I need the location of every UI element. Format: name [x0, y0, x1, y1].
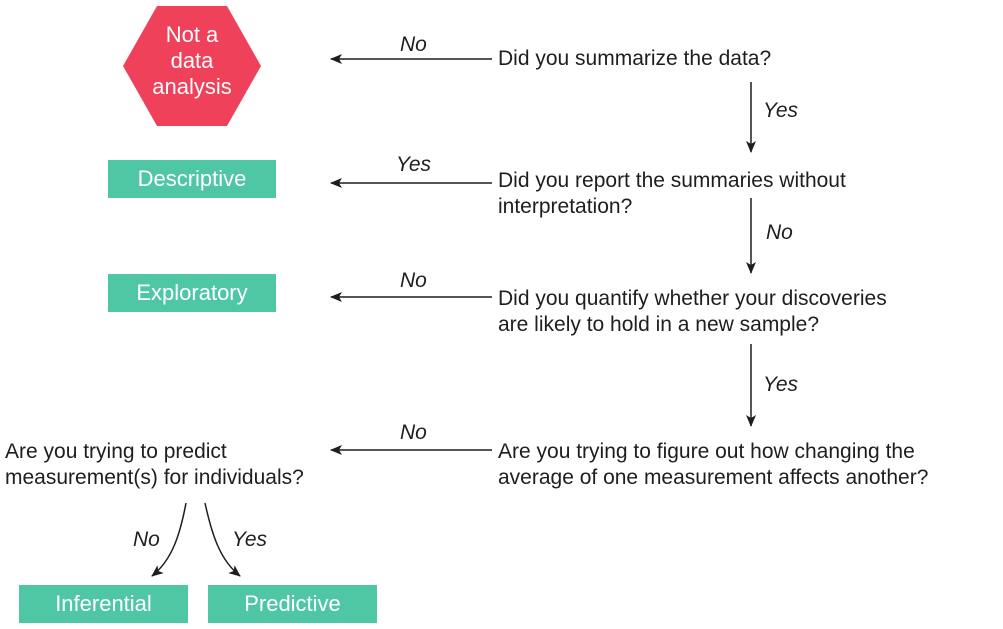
edge-label-q3-no: No	[400, 269, 427, 292]
arrow-q5-no	[151, 502, 187, 577]
edge-label-q1-no: No	[400, 33, 427, 56]
edge-label-q4-no: No	[400, 421, 427, 444]
question-predict-individuals: Are you trying to predict measurement(s)…	[5, 439, 304, 491]
question-summarize: Did you summarize the data?	[498, 46, 771, 72]
question-line: measurement(s) for individuals?	[5, 466, 304, 489]
question-line: are likely to hold in a new sample?	[498, 313, 820, 336]
not-data-analysis-label: Not a data analysis	[123, 22, 261, 100]
question-line: Did you summarize the data?	[498, 47, 772, 70]
edge-label-q2-yes: Yes	[396, 153, 432, 176]
question-line: Are you trying to predict	[5, 440, 227, 463]
edge-label-q1-yes: Yes	[763, 99, 799, 122]
question-line: Did you report the summaries without	[498, 169, 846, 192]
edge-label-q3-yes: Yes	[763, 373, 799, 396]
question-line: average of one measurement affects anoth…	[498, 466, 929, 489]
terminal-line: data	[170, 48, 214, 73]
terminal-line: Not a	[165, 22, 219, 47]
outcome-predictive: Predictive	[208, 585, 377, 623]
question-report-summaries: Did you report the summaries without int…	[498, 168, 846, 220]
terminal-line: analysis	[152, 74, 232, 99]
outcome-inferential: Inferential	[19, 585, 188, 623]
outcome-exploratory: Exploratory	[108, 274, 276, 312]
outcome-descriptive: Descriptive	[108, 160, 276, 198]
edge-label-q2-no: No	[766, 221, 793, 244]
question-quantify-discoveries: Did you quantify whether your discoverie…	[498, 286, 887, 338]
edge-label-q5-yes: Yes	[232, 528, 268, 551]
arrow-q5-yes	[204, 502, 241, 577]
question-figure-out-change: Are you trying to figure out how changin…	[498, 439, 928, 491]
question-line: Are you trying to figure out how changin…	[498, 440, 915, 463]
question-line: Did you quantify whether your discoverie…	[498, 287, 887, 310]
question-line: interpretation?	[498, 195, 633, 218]
not-data-analysis-hexagon	[123, 6, 261, 126]
edge-label-q5-no: No	[133, 528, 160, 551]
